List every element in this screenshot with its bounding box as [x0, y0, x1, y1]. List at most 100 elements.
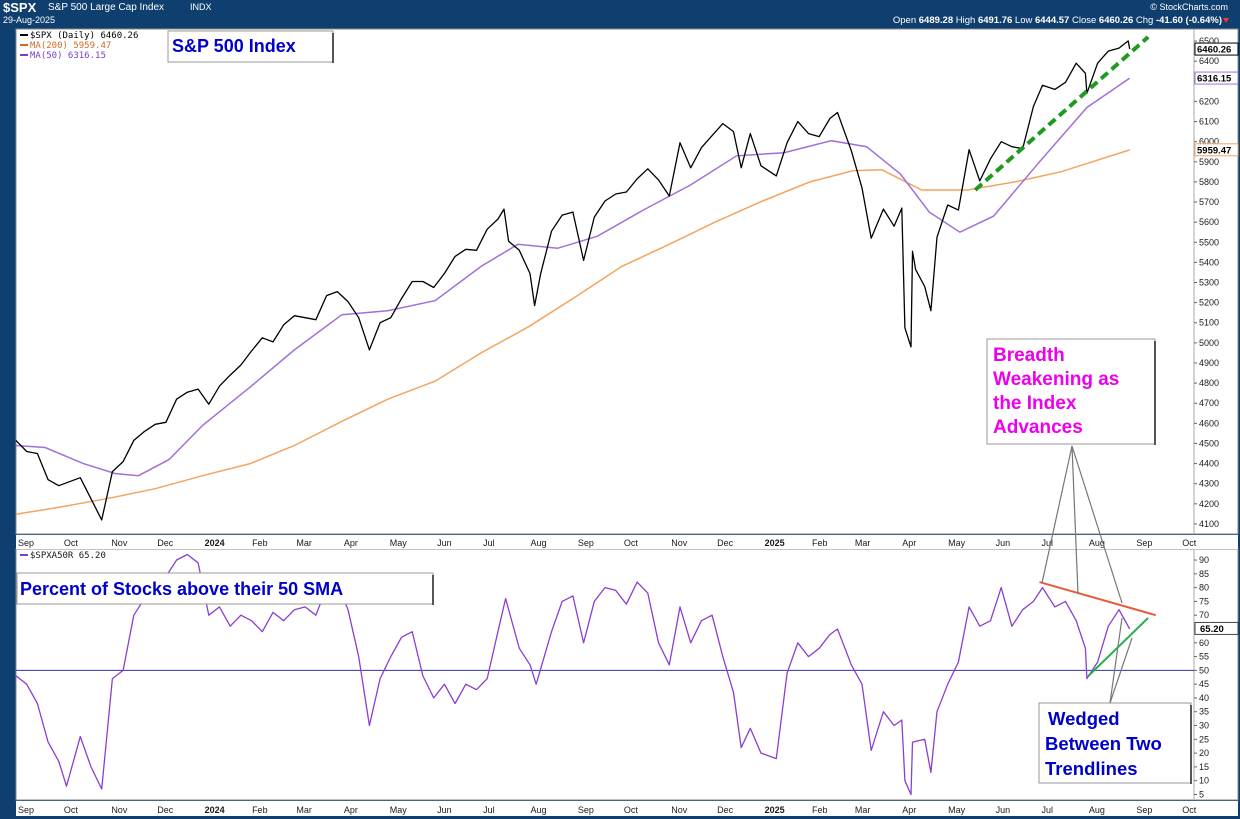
lower-xtick-label: Feb — [812, 805, 828, 815]
upper-ytick-label: 6400 — [1199, 56, 1219, 66]
legend-ma200-label: MA(200) 5959.47 — [30, 41, 111, 51]
spx-price-line — [15, 40, 1131, 521]
lower-ytick-label: 15 — [1199, 762, 1209, 772]
breadth-callout-line: Weakening as — [993, 369, 1119, 390]
value-tag-box-breadth — [1194, 621, 1239, 635]
lower-xtick-label: May — [948, 805, 966, 815]
lower-xaxis-strip — [16, 801, 1238, 816]
upper-xtick-label: Nov — [111, 538, 128, 548]
lower-xtick-label: Mar — [855, 805, 871, 815]
upper-xtick-label: May — [948, 538, 966, 548]
close-value: 6460.26 — [1098, 15, 1134, 26]
upper-ytick-label: 4500 — [1199, 438, 1219, 448]
low-value: 6444.57 — [1035, 15, 1070, 26]
lower-xtick-label: Nov — [111, 805, 128, 815]
value-tag-breadth: 65.20 — [1194, 621, 1239, 635]
ma200-line — [15, 149, 1130, 516]
chart-date: 29-Aug-2025 — [3, 15, 56, 25]
upper-xtick-label: Jun — [437, 538, 452, 548]
upper-xtick-label: Feb — [812, 538, 828, 548]
open-label: Open — [892, 15, 917, 26]
upper-xtick-label: Oct — [64, 538, 79, 548]
wedge-callout-line: Between Two — [1045, 733, 1162, 754]
upper-ytick-label: 5400 — [1199, 257, 1219, 267]
legend-spx-label: $SPX (Daily) 6460.26 — [30, 31, 138, 41]
upper-title-box-shadow — [167, 30, 334, 63]
breadth-line — [15, 553, 1131, 796]
lower-ytick-label: 40 — [1199, 693, 1209, 703]
lower-ytick-label: 20 — [1199, 748, 1209, 758]
lower-xtick-label: Sep — [578, 805, 594, 815]
lower-xtick-label: Oct — [624, 805, 639, 815]
lower-xtick-label: Apr — [902, 805, 916, 815]
lower-xtick-label: Sep — [18, 805, 34, 815]
lower-ytick-label: 25 — [1199, 734, 1209, 744]
upper-ytick-label: 6000 — [1199, 137, 1219, 147]
breadth-callout-line: the Index — [993, 393, 1077, 414]
value-tag-box-ma50 — [1194, 71, 1239, 85]
lower-xtick-label: 2025 — [765, 805, 785, 815]
upper-xtick-label: Sep — [18, 538, 34, 548]
lower-xtick-label: Feb — [252, 805, 268, 815]
lower-ytick-label: 10 — [1199, 776, 1209, 786]
lower-ytick-label: 35 — [1199, 707, 1209, 717]
lower-ytick-label: 55 — [1199, 652, 1209, 662]
upper-xtick-label: Dec — [157, 538, 174, 548]
upper-xtick-label: Dec — [717, 538, 734, 548]
lower-xtick-label: Dec — [717, 805, 734, 815]
upper-ytick-label: 5100 — [1199, 318, 1219, 328]
upper-wedge-trendline — [1039, 581, 1157, 617]
upper-xtick-label: Aug — [1089, 538, 1105, 548]
symbol-label: $SPX — [3, 0, 37, 15]
upper-ytick-label: 4300 — [1199, 479, 1219, 489]
upper-ytick-label: 6500 — [1199, 36, 1219, 46]
value-tag-ma200: 5959.47 — [1194, 143, 1239, 157]
wedge-callout-pointer — [1109, 617, 1123, 704]
lower-ytick-label: 45 — [1199, 679, 1209, 689]
breadth-callout-line: Breadth — [993, 345, 1065, 366]
lower-xtick-label: Nov — [671, 805, 688, 815]
upper-ytick-label: 5200 — [1199, 298, 1219, 308]
upper-xtick-label: Oct — [624, 538, 639, 548]
upper-xtick-label: 2025 — [765, 538, 785, 548]
open-value: 6489.28 — [918, 15, 954, 26]
breadth-callout-box — [986, 338, 1156, 445]
lower-xtick-label: Mar — [296, 805, 312, 815]
lower-ytick-label: 85 — [1199, 569, 1209, 579]
upper-ytick-label: 6200 — [1199, 96, 1219, 106]
upper-xtick-label: Sep — [578, 538, 594, 548]
lower-xtick-label: Aug — [1089, 805, 1105, 815]
lower-ytick-label: 60 — [1199, 638, 1209, 648]
lower-ytick-label: 70 — [1199, 610, 1209, 620]
lower-panel-title: Percent of Stocks above their 50 SMA — [20, 579, 343, 599]
upper-ytick-label: 4800 — [1199, 378, 1219, 388]
lower-xtick-label: Oct — [64, 805, 79, 815]
upper-xtick-label: Nov — [671, 538, 688, 548]
upper-ytick-label: 5000 — [1199, 338, 1219, 348]
lower-ytick-label: 30 — [1199, 721, 1209, 731]
upper-ytick-label: 5900 — [1199, 157, 1219, 167]
upper-ytick-label: 5700 — [1199, 197, 1219, 207]
quote-summary: Open 6489.28 High 6491.76 Low 6444.57 Cl… — [893, 15, 1222, 26]
exchange-label: INDX — [190, 2, 212, 12]
upper-xtick-label: Mar — [855, 538, 871, 548]
upper-ytick-label: 4700 — [1199, 398, 1219, 408]
lower-xtick-label: Jun — [996, 805, 1011, 815]
chg-label: Chg — [1135, 15, 1154, 26]
breadth-callout-pointer — [1041, 445, 1073, 584]
lower-xtick-label: Apr — [344, 805, 358, 815]
upper-xtick-label: Apr — [344, 538, 358, 548]
lower-xtick-label: Sep — [1136, 805, 1152, 815]
upper-panel-title: S&P 500 Index — [172, 36, 296, 56]
index-description: S&P 500 Large Cap Index — [48, 2, 165, 13]
upper-ytick-label: 4600 — [1199, 418, 1219, 428]
legend-ma50-label: MA(50) 6316.15 — [30, 51, 106, 61]
upper-panel-bg — [15, 28, 1239, 535]
upper-xtick-label: 2024 — [205, 538, 225, 548]
value-tag-text-price: 6460.26 — [1197, 45, 1231, 56]
lower-xtick-label: Jul — [1041, 805, 1053, 815]
upper-xtick-label: Sep — [1136, 538, 1152, 548]
value-tag-price: 6460.26 — [1194, 42, 1239, 56]
down-arrow-icon — [1223, 18, 1229, 23]
